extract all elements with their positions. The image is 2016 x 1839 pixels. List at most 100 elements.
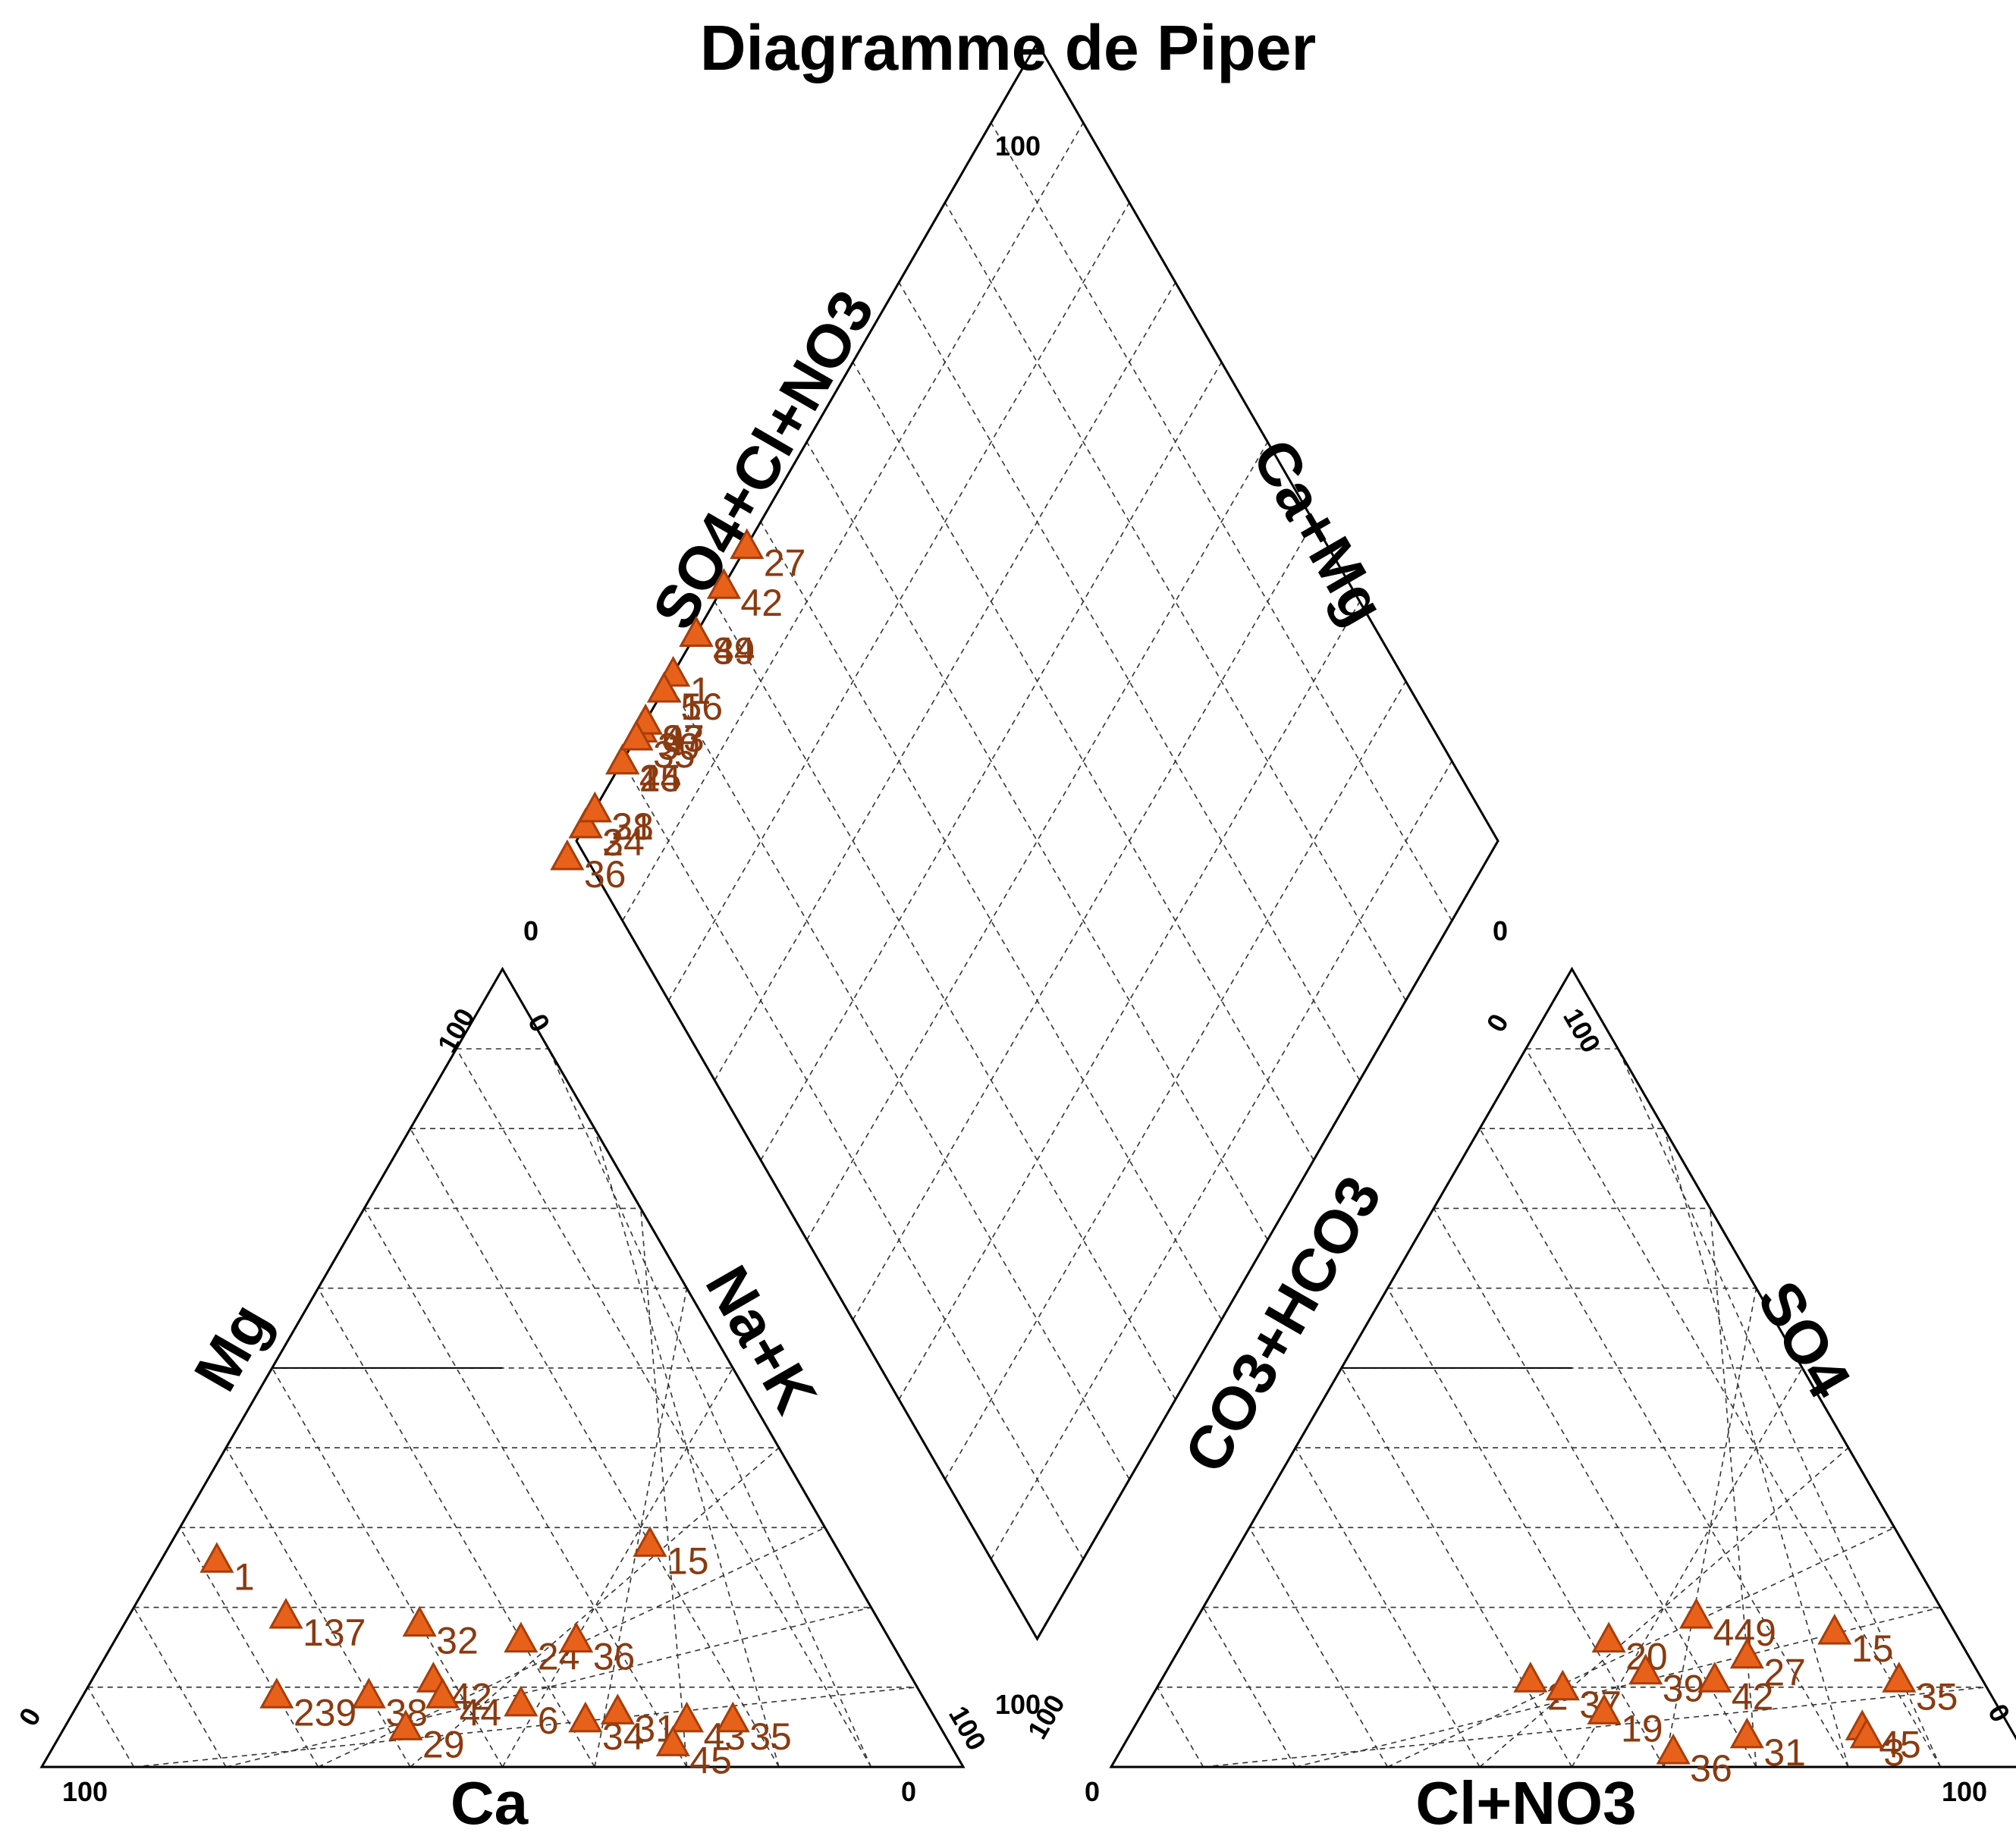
point-label: 39 <box>1663 1668 1705 1710</box>
diamond-point <box>568 807 603 839</box>
point-label: 30 <box>658 726 700 768</box>
point-label: 15 <box>667 1539 709 1582</box>
grid-line <box>225 1447 411 1768</box>
tick-label: 0 <box>1493 915 1508 946</box>
diamond-point <box>679 616 714 647</box>
grid-line <box>1157 1687 1204 1768</box>
anion-point <box>1849 1717 1884 1749</box>
cation-point <box>199 1542 234 1573</box>
point-label: 36 <box>1690 1747 1732 1790</box>
anion-point <box>1545 1669 1580 1701</box>
cation-point <box>568 1701 603 1733</box>
grid-line <box>1386 1288 1665 1768</box>
point-label: 34 <box>602 821 645 864</box>
point-label: 27 <box>1763 1652 1806 1694</box>
cation-point <box>425 1677 460 1709</box>
point-label: 35 <box>749 1715 792 1758</box>
grid-line <box>1341 1367 1573 1768</box>
point-label: 36 <box>593 1636 636 1678</box>
point-label: 1 <box>234 1555 255 1598</box>
point-label: 45 <box>689 1739 732 1781</box>
axis-label-ca: Ca <box>451 1769 529 1837</box>
anion-point <box>1628 1653 1663 1685</box>
point-label: 6 <box>538 1699 559 1742</box>
grid-line <box>410 1128 780 1768</box>
point-label: 39 <box>713 629 755 672</box>
point-label: 3 <box>1883 1731 1905 1774</box>
grid-line <box>133 1686 918 1768</box>
anion-point <box>1729 1717 1764 1749</box>
grid-line <box>317 1288 595 1768</box>
tick-label: 100 <box>995 1689 1041 1720</box>
cation-point <box>259 1677 294 1709</box>
data-points: 1137324224363844634312392943354515204493… <box>199 528 1958 1790</box>
point-label: 42 <box>1732 1675 1774 1718</box>
point-label: 36 <box>584 853 626 896</box>
grid-line <box>1571 1367 1803 1768</box>
point-label: 45 <box>639 758 682 800</box>
point-label: 24 <box>639 758 682 800</box>
point-label: 137 <box>303 1611 366 1654</box>
grid-line <box>133 1607 227 1768</box>
grid-line <box>1709 1208 1757 1768</box>
chart-title: Diagramme de Piper <box>700 12 1316 83</box>
grid-line <box>87 1687 135 1768</box>
axis-label-clno3: Cl+NO3 <box>1415 1769 1636 1837</box>
tick-label: 0 <box>1480 1009 1515 1037</box>
point-label: 5 <box>680 686 702 728</box>
tick-label: 100 <box>943 1700 993 1756</box>
point-label: 35 <box>653 733 696 776</box>
grid-line <box>1202 1607 1296 1768</box>
tick-label: 100 <box>1942 1776 1987 1807</box>
point-label: 0 <box>662 717 683 760</box>
cation-point <box>633 1526 667 1557</box>
tick-label: 100 <box>62 1776 108 1807</box>
axis-label-camg: Ca+Mg <box>1239 428 1398 635</box>
point-label: 31 <box>1763 1731 1806 1774</box>
anion-point <box>1817 1614 1852 1645</box>
grid-line <box>1248 1527 1389 1768</box>
tick-label: 100 <box>431 1003 481 1058</box>
grid-line <box>548 1048 872 1768</box>
grid-layer <box>87 122 1987 1768</box>
point-label: 14 <box>639 758 682 800</box>
tick-label: 0 <box>12 1702 47 1731</box>
anion-point <box>1513 1662 1548 1693</box>
tick-label: 0 <box>523 915 539 946</box>
cation-point <box>600 1693 635 1724</box>
point-label: 31 <box>611 805 654 848</box>
point-label: 42 <box>740 582 783 624</box>
cation-point <box>388 1709 423 1740</box>
grid-line <box>639 1208 688 1768</box>
point-label: 35 <box>1916 1675 1958 1718</box>
diamond-point <box>706 568 741 599</box>
anion-point <box>1882 1662 1917 1693</box>
cation-point <box>504 1685 539 1717</box>
diamond-point <box>619 720 654 751</box>
point-label: 45 <box>1879 1723 1921 1765</box>
point-label: 42 <box>450 1675 492 1718</box>
point-label: 37 <box>662 717 705 760</box>
point-label: 15 <box>1851 1627 1894 1670</box>
diamond-point <box>730 528 765 560</box>
cation-point <box>402 1605 437 1637</box>
grid-line <box>594 1288 688 1768</box>
point-label: 29 <box>422 1723 465 1765</box>
point-label: 27 <box>764 542 806 585</box>
point-label: 16 <box>680 686 723 728</box>
tick-label: 100 <box>1557 1003 1607 1058</box>
anion-point <box>1656 1733 1691 1765</box>
cation-point <box>351 1677 386 1709</box>
grid-line <box>1433 1208 1757 1768</box>
point-label: 32 <box>436 1620 479 1662</box>
grid-line <box>1525 1048 1942 1768</box>
axis-label-mg: Mg <box>181 1292 284 1402</box>
diamond-frame <box>575 40 1499 1642</box>
grid-line <box>1479 1447 1849 1768</box>
point-label: 2 <box>602 821 623 864</box>
grid-line <box>1295 1447 1481 1768</box>
grid-line <box>456 1048 872 1768</box>
grid-line <box>1617 1048 1942 1768</box>
